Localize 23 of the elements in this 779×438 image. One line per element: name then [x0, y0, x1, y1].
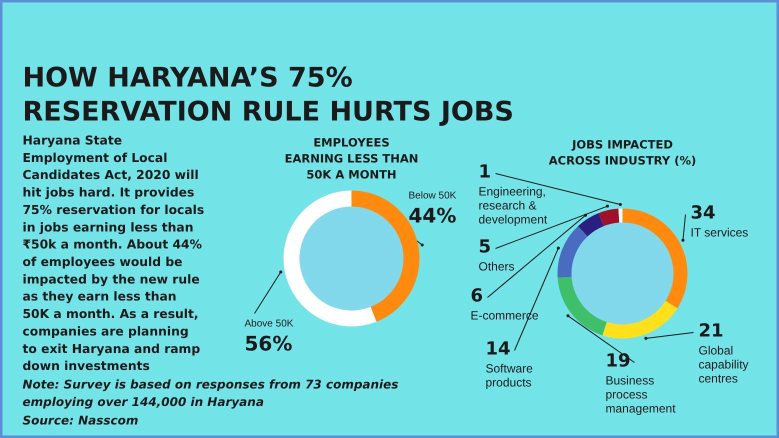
chart-title: JOBS IMPACTED ACROSS INDUSTRY (%) — [548, 138, 696, 168]
slice-label: Software products — [486, 362, 534, 390]
slice-label: Engineering, research & development — [478, 184, 548, 226]
text: Haryana State Employment of Local Candidates Act, 2020 will hit jobs hard. It provides 75% reservation for locals in jobs earning less than ₹50k a month. About 44% of employees would be impacted by the new rule as they earn less than 50K a month. As a result, companies are planning to exit Haryana and ramp down investments — [22, 134, 204, 374]
data-label: 19 — [606, 350, 631, 372]
data-label: 5 — [478, 236, 492, 258]
chart-title: EMPLOYEES EARNING LESS THAN 50K A MONTH — [284, 136, 418, 182]
data-label: 14 — [486, 338, 511, 360]
data-label: 6 — [470, 286, 484, 306]
data-label: 56% — [244, 332, 292, 356]
data-label: 21 — [698, 320, 724, 342]
slice-label: Others — [478, 260, 515, 274]
text: HOW HARYANA’S 75% RESERVATION RULE HURTS JOBS — [22, 62, 514, 128]
data-label: 44% — [408, 204, 456, 228]
text: Note: Survey is based on responses from 73 companies employing over 144,000 in Haryana — [22, 378, 398, 409]
slice-label: Business process management — [606, 374, 676, 416]
source-note: Source: Nasscom — [22, 414, 138, 428]
slice-label: Above 50K — [244, 318, 294, 330]
slice-label: IT services — [690, 226, 748, 240]
data-label: 34 — [690, 202, 716, 224]
data-label: 1 — [478, 162, 492, 182]
slice-label: Global capability centres — [698, 344, 749, 386]
slice-label: Below 50K — [408, 190, 457, 202]
